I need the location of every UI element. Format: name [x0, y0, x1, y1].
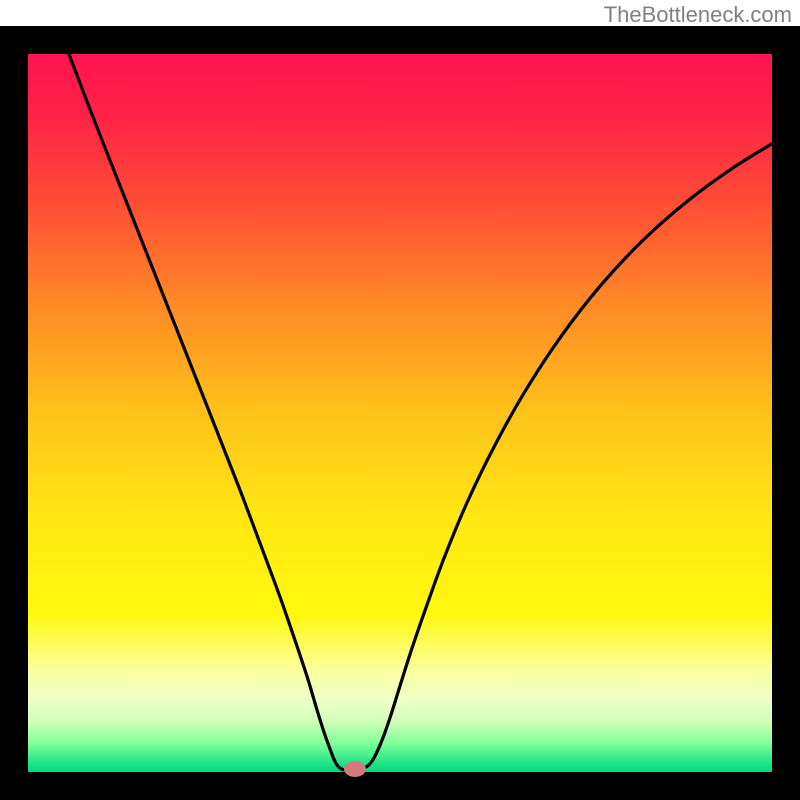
bottleneck-curve: [69, 54, 772, 770]
chart-container: TheBottleneck.com: [0, 0, 800, 800]
curve-layer: [0, 0, 800, 800]
vertex-marker: [344, 761, 366, 777]
watermark-text: TheBottleneck.com: [604, 2, 792, 28]
